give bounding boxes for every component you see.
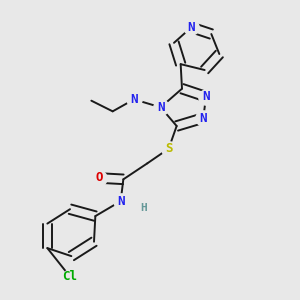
Text: O: O (96, 172, 103, 184)
Text: N: N (200, 112, 207, 124)
Text: S: S (165, 142, 172, 155)
Text: N: N (157, 101, 164, 114)
Text: N: N (188, 21, 195, 34)
Text: N: N (117, 195, 124, 208)
Text: Cl: Cl (62, 270, 77, 283)
Text: H: H (140, 203, 147, 213)
Text: N: N (130, 93, 138, 106)
Text: N: N (202, 90, 210, 103)
